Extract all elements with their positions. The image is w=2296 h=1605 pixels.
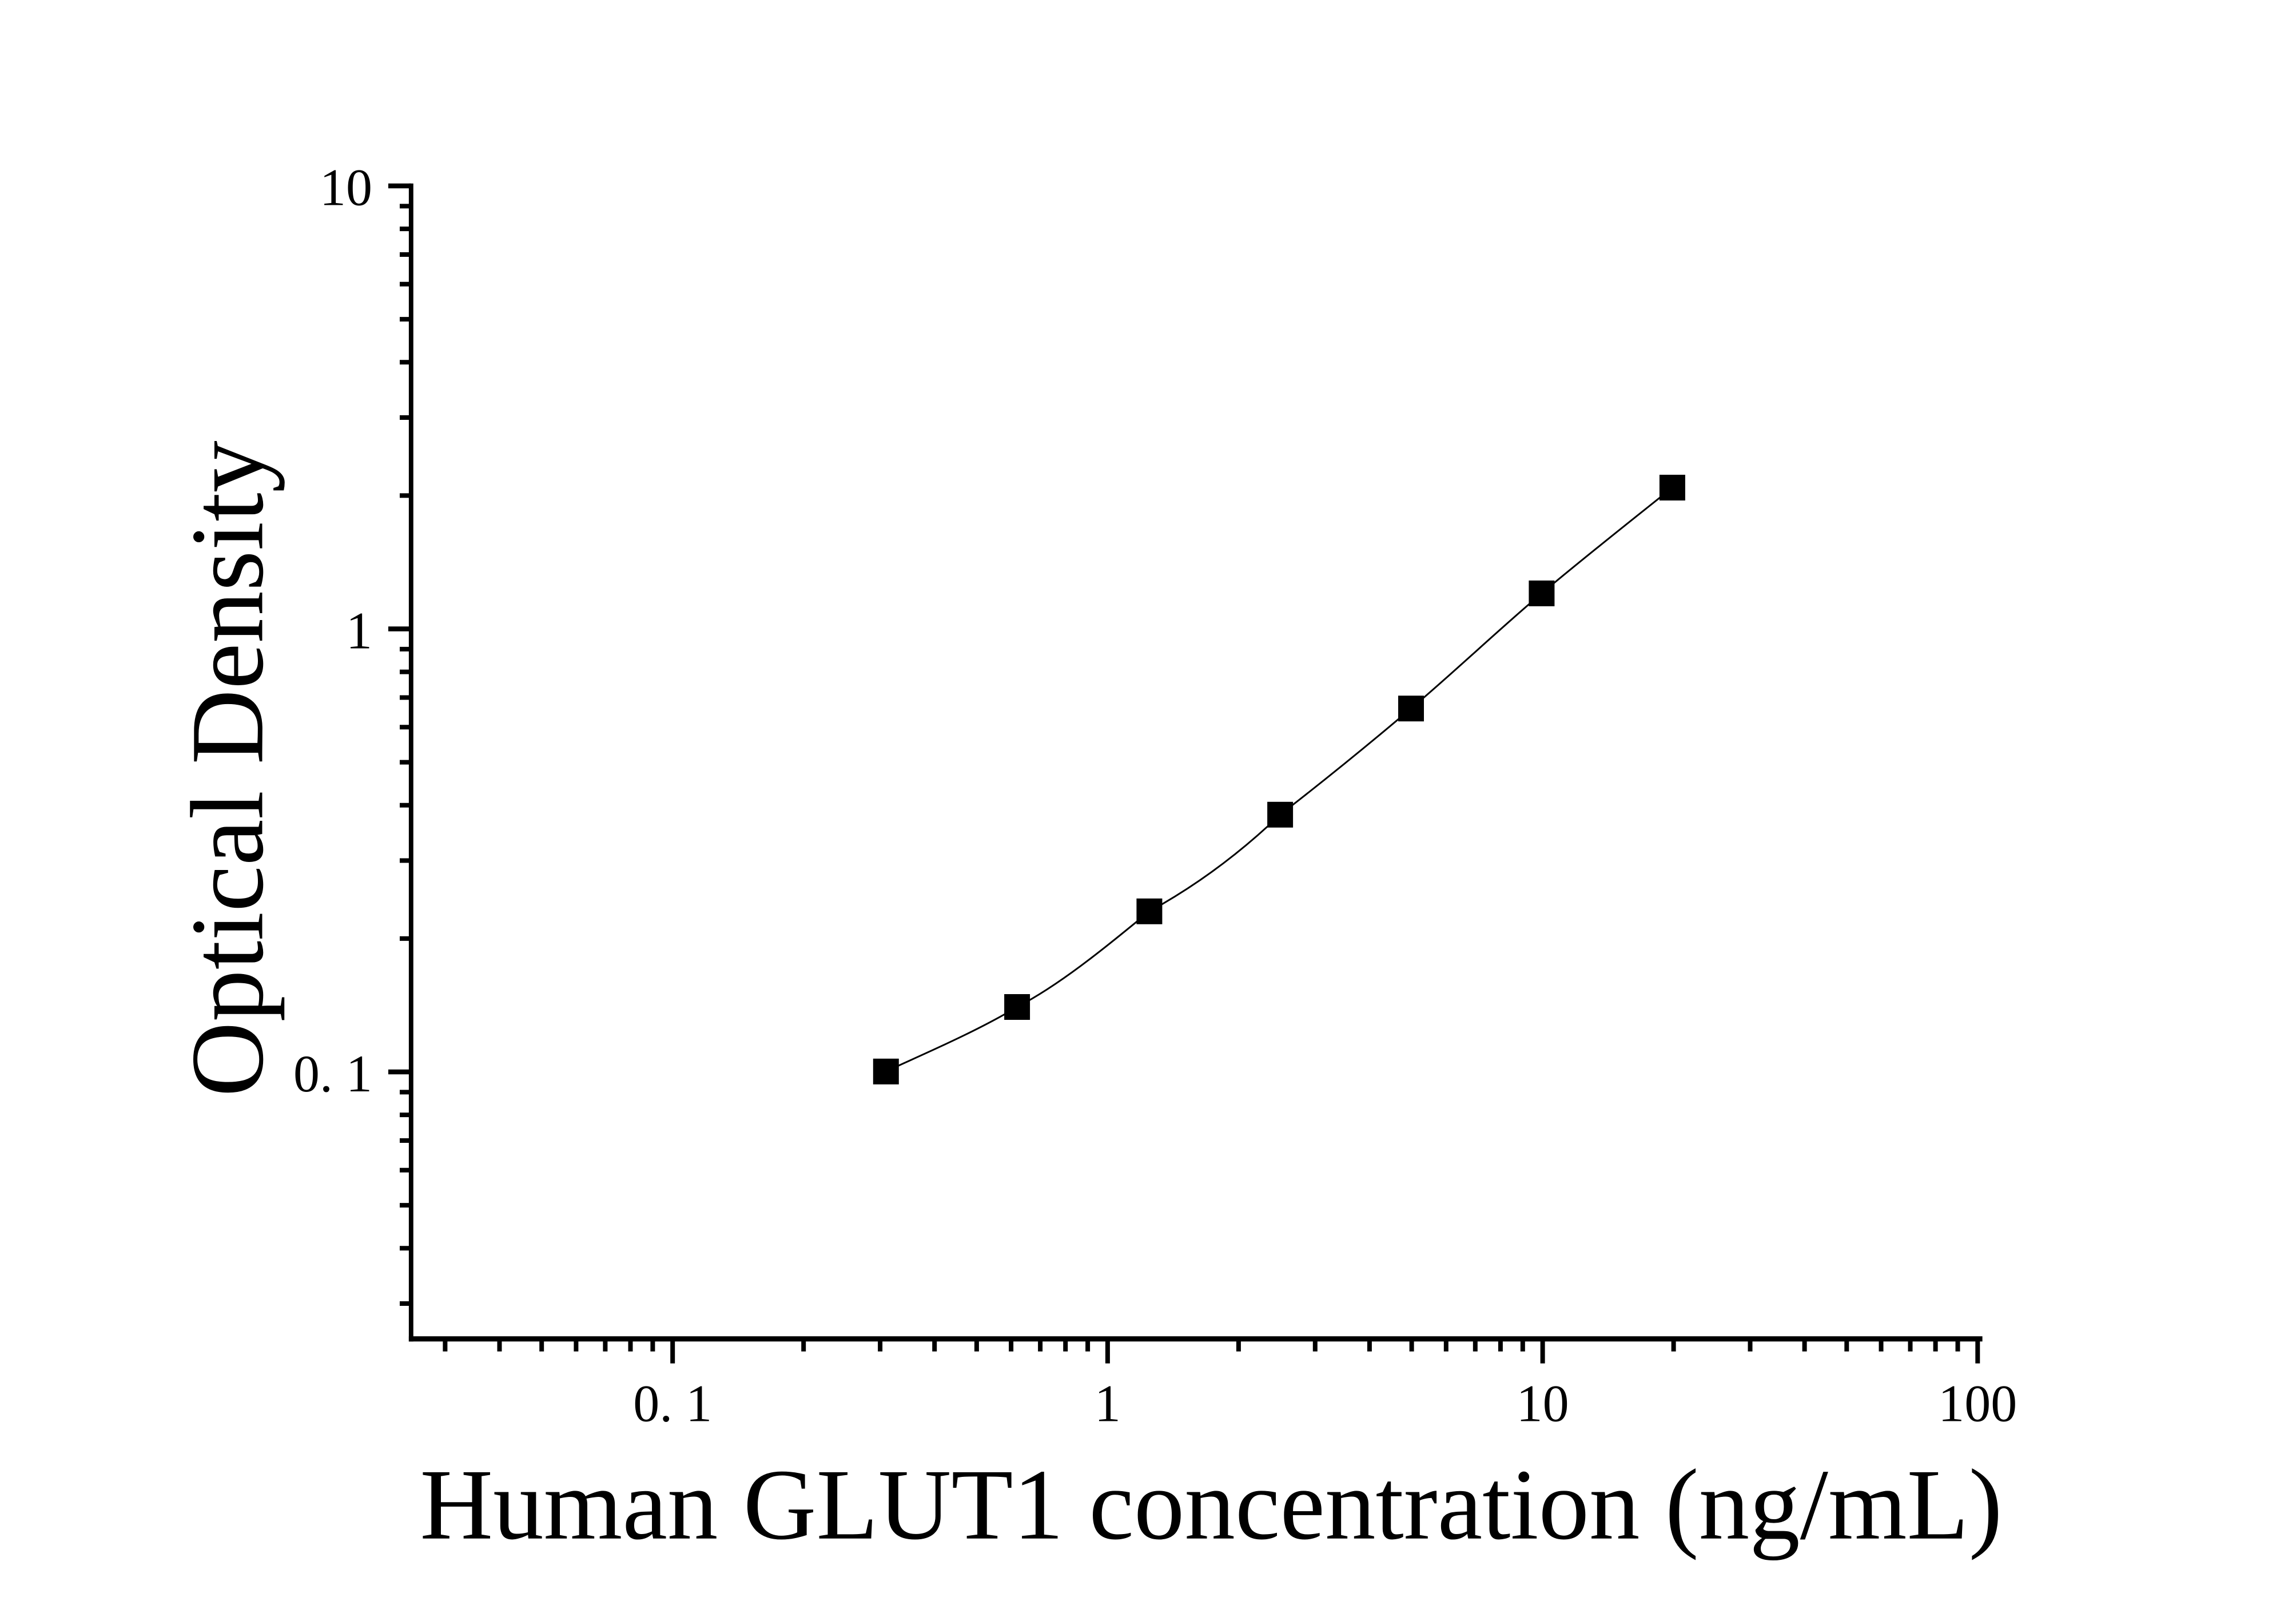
svg-text:0. 1: 0. 1	[633, 1374, 712, 1433]
svg-text:Optical Density: Optical Density	[170, 440, 285, 1097]
svg-text:Human GLUT1 concentration (ng/: Human GLUT1 concentration (ng/mL)	[420, 1449, 2002, 1561]
svg-text:0. 1: 0. 1	[293, 1044, 372, 1103]
svg-text:1: 1	[1095, 1374, 1121, 1433]
svg-text:100: 100	[1938, 1374, 2017, 1433]
svg-text:10: 10	[320, 158, 372, 217]
svg-text:1: 1	[346, 601, 372, 660]
svg-text:10: 10	[1517, 1374, 1569, 1433]
